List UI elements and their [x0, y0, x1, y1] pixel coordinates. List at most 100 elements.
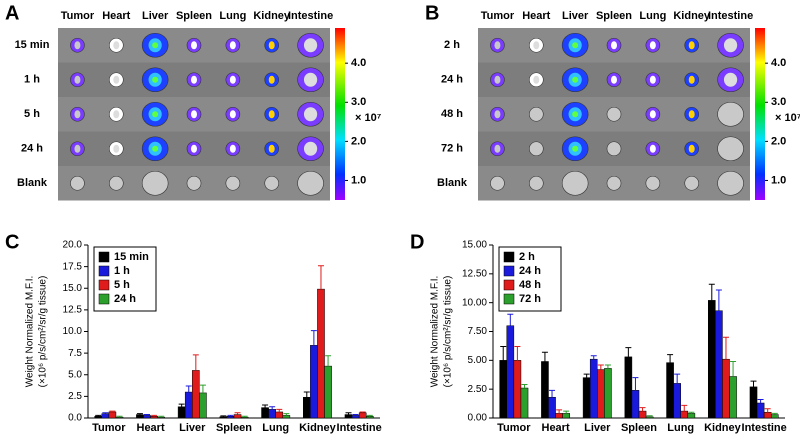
organ-signal	[572, 145, 579, 152]
organ-signal	[688, 144, 695, 153]
error-bar	[310, 330, 317, 346]
organ-signal	[303, 72, 318, 87]
organ	[606, 175, 622, 191]
organ-signal	[74, 41, 81, 50]
column-label: Spleen	[176, 10, 212, 22]
colorbar-unit: × 10⁷	[775, 112, 800, 124]
legend-swatch	[503, 293, 515, 305]
y-tick-label: 2.50	[468, 384, 488, 395]
x-tick-label: Heart	[137, 422, 165, 434]
bar	[233, 414, 242, 419]
error-bar	[764, 408, 771, 413]
error-bar	[317, 265, 324, 290]
organ-signal	[494, 75, 501, 84]
bar	[324, 365, 332, 419]
legend-label: 5 h	[114, 279, 130, 291]
bar	[722, 358, 730, 419]
error-bar	[715, 289, 722, 311]
organ-signal	[303, 38, 318, 53]
organ	[225, 175, 241, 191]
organ-signal	[611, 75, 617, 84]
error-bar	[667, 354, 674, 363]
row-label: 15 min	[15, 39, 50, 51]
legend-swatch	[503, 265, 515, 277]
y-axis-title: Weight Normalized M.F.I.	[430, 276, 441, 388]
organ-signal	[152, 76, 159, 83]
error-bar	[639, 407, 646, 412]
error-bar	[556, 409, 563, 414]
organ-signal	[268, 144, 275, 153]
organ-signal	[113, 110, 120, 119]
organ-signal	[723, 72, 738, 87]
error-bar	[276, 408, 283, 412]
row-label: 1 h	[24, 74, 40, 86]
organ-signal	[533, 41, 540, 50]
organ-signal	[229, 144, 236, 153]
organ-signal	[303, 141, 318, 156]
bar	[589, 358, 598, 419]
x-tick-label: Kidney	[704, 422, 742, 434]
legend-swatch	[503, 279, 515, 291]
y-tick-label: 17.5	[63, 261, 83, 272]
organ	[717, 101, 744, 127]
organ-signal	[649, 75, 656, 84]
bar	[666, 362, 674, 419]
x-tick-label: Liver	[179, 422, 206, 434]
column-label: Heart	[522, 10, 550, 22]
organ-signal	[113, 75, 120, 84]
organ-signal	[649, 110, 656, 119]
organ	[264, 175, 280, 191]
bar	[136, 414, 144, 419]
bar	[317, 288, 325, 419]
legend-label: 48 h	[519, 279, 541, 291]
error-bar	[583, 373, 590, 378]
bar	[715, 310, 723, 419]
error-bar	[757, 399, 764, 404]
organ-signal	[268, 110, 275, 119]
organ	[297, 170, 324, 196]
error-bar	[500, 345, 507, 361]
colorbar-tick-label: 1.0	[771, 174, 786, 186]
row-label: Blank	[437, 177, 468, 189]
bar	[604, 368, 612, 419]
column-label: Kidney	[673, 10, 711, 22]
column-label: Spleen	[596, 10, 632, 22]
bar	[555, 413, 563, 419]
y-tick-label: 5.00	[468, 355, 488, 366]
bar	[365, 416, 374, 419]
organ	[70, 175, 85, 191]
error-bar	[730, 360, 737, 377]
organ-signal	[152, 42, 159, 49]
bar	[302, 396, 311, 419]
bar	[115, 416, 124, 419]
colorbar-tick-label: 3.0	[351, 96, 366, 108]
organ	[108, 175, 124, 191]
organ-signal	[723, 38, 738, 53]
x-tick-label: Tumor	[497, 422, 531, 434]
y-tick-label: 5.0	[68, 369, 82, 380]
column-label: Intestine	[708, 10, 753, 22]
bar	[150, 416, 158, 419]
bar	[157, 416, 166, 419]
organ-signal	[649, 144, 656, 153]
legend-swatch	[98, 279, 110, 291]
error-bar	[283, 413, 290, 416]
legend-swatch	[98, 293, 110, 305]
colorbar-tick-label: 2.0	[351, 135, 366, 147]
bar	[94, 416, 103, 419]
organ	[645, 175, 661, 191]
legend-swatch	[503, 251, 515, 263]
bar	[548, 396, 556, 419]
organ-signal	[191, 144, 197, 153]
error-bar	[158, 415, 165, 418]
error-bar	[604, 364, 611, 369]
error-bar	[708, 283, 715, 301]
row-label: 24 h	[21, 143, 43, 155]
legend-swatch	[98, 265, 110, 277]
organ-signal	[113, 144, 120, 153]
error-bar	[632, 377, 639, 391]
y-tick-label: 7.50	[468, 326, 488, 337]
y-tick-label: 0.00	[468, 413, 488, 424]
row-label: Blank	[17, 177, 48, 189]
organ-signal	[74, 144, 81, 153]
